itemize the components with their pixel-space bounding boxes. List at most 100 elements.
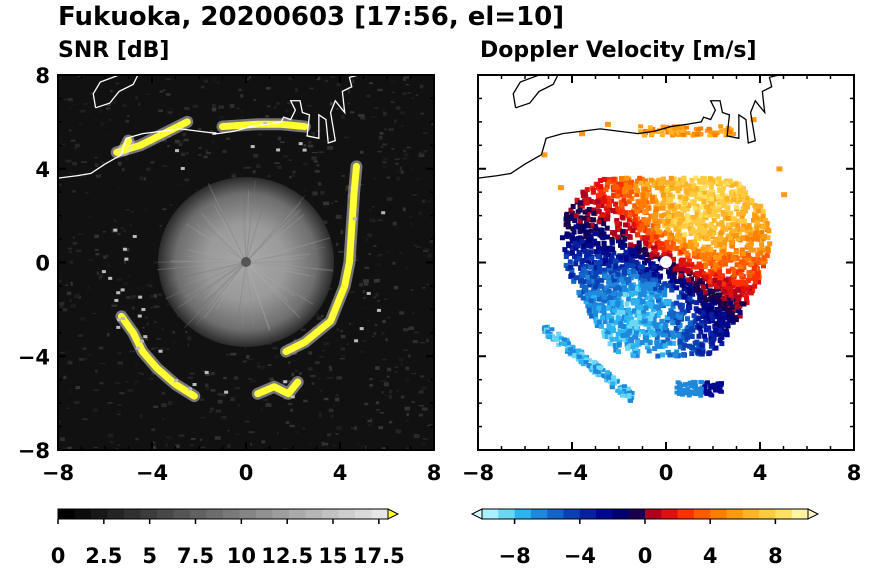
doppler-cell	[728, 190, 734, 196]
doppler-cell	[747, 272, 753, 278]
doppler-cell	[670, 310, 676, 316]
doppler-cell	[714, 239, 720, 245]
snr-noise-speck	[114, 382, 121, 384]
snr-noise-speck	[167, 401, 173, 405]
snr-noise-speck	[69, 251, 72, 254]
snr-noise-speck	[323, 397, 329, 401]
snr-noise-speck	[229, 173, 235, 176]
snr-noise-speck	[98, 173, 103, 177]
snr-noise-speck	[82, 347, 87, 351]
doppler-cell	[754, 236, 760, 242]
doppler-cell	[609, 336, 615, 342]
doppler-cell	[585, 296, 591, 302]
doppler-cell	[648, 261, 654, 267]
doppler-cell	[600, 199, 606, 205]
doppler-cell	[741, 218, 747, 224]
doppler-cell	[735, 279, 741, 285]
snr-noise-speck	[427, 253, 432, 258]
snr-noise-speck	[376, 410, 380, 414]
doppler-cell	[637, 297, 643, 303]
x-tick-label: −4	[136, 461, 168, 485]
snr-noise-speck	[429, 239, 434, 244]
snr-noise-speck	[153, 321, 157, 324]
doppler-cell	[648, 289, 654, 295]
doppler-cell	[673, 325, 679, 331]
doppler-cell	[700, 320, 706, 326]
doppler-cell	[659, 213, 665, 219]
snr-noise-speck	[67, 247, 73, 250]
snr-noise-speck	[363, 279, 369, 284]
doppler-cell	[570, 349, 576, 354]
doppler-cell	[584, 274, 590, 280]
doppler-cell	[705, 306, 711, 312]
doppler-cell	[589, 313, 595, 319]
doppler-cell	[680, 132, 686, 137]
snr-noise-speck	[423, 250, 428, 252]
snr-noise-speck	[344, 178, 348, 180]
doppler-cell	[702, 210, 708, 216]
snr-noise-speck	[248, 431, 255, 434]
snr-noise-speck	[162, 440, 167, 443]
snr-ring-speck	[116, 291, 121, 295]
snr-noise-speck	[371, 206, 376, 208]
doppler-cell	[678, 245, 684, 251]
doppler-cell	[603, 205, 609, 211]
doppler-cell	[670, 340, 676, 346]
doppler-cell	[670, 193, 676, 199]
doppler-cell	[651, 227, 657, 233]
doppler-cell	[614, 206, 620, 212]
snr-noise-speck	[81, 161, 87, 163]
colorbar-swatch	[272, 509, 290, 519]
doppler-cell	[722, 215, 728, 221]
doppler-cell	[708, 212, 714, 218]
snr-noise-speck	[257, 361, 261, 366]
snr-streak	[245, 261, 334, 271]
snr-noise-speck	[411, 97, 415, 100]
doppler-cell	[721, 295, 727, 301]
snr-noise-speck	[397, 429, 402, 432]
snr-noise-speck	[112, 100, 117, 104]
snr-ring-speck	[158, 349, 163, 353]
doppler-cell	[696, 248, 702, 254]
snr-noise-speck	[274, 354, 280, 359]
doppler-cell	[595, 370, 601, 375]
snr-noise-speck	[120, 227, 124, 230]
snr-noise-speck	[360, 117, 366, 120]
snr-noise-speck	[376, 255, 381, 257]
doppler-cell	[714, 310, 720, 316]
snr-noise-speck	[299, 372, 302, 375]
doppler-cell	[658, 302, 664, 308]
snr-ring-speck	[135, 346, 140, 350]
snr-noise-speck	[386, 316, 391, 319]
snr-noise-speck	[359, 150, 364, 154]
doppler-cell	[579, 275, 585, 281]
snr-noise-speck	[329, 367, 333, 372]
snr-noise-speck	[381, 358, 388, 361]
doppler-cell	[706, 126, 712, 131]
snr-noise-speck	[95, 253, 100, 256]
snr-noise-speck	[354, 426, 358, 431]
doppler-cell	[629, 390, 635, 395]
y-tick-label: −4	[18, 345, 50, 369]
doppler-cell	[764, 221, 770, 227]
doppler-cell	[562, 247, 568, 253]
snr-noise-speck	[386, 375, 390, 378]
doppler-cell	[650, 231, 656, 237]
snr-noise-speck	[246, 78, 249, 81]
snr-noise-speck	[402, 92, 407, 96]
doppler-cell	[623, 192, 629, 198]
doppler-cell	[742, 279, 748, 285]
doppler-cell	[657, 229, 663, 235]
snr-noise-speck	[323, 442, 329, 446]
doppler-cell	[632, 253, 638, 259]
snr-noise-speck	[400, 363, 404, 366]
doppler-cell	[696, 391, 702, 396]
doppler-cell	[686, 183, 692, 189]
doppler-cell	[646, 326, 652, 332]
doppler-cell	[694, 193, 700, 199]
doppler-cell	[628, 272, 634, 278]
doppler-cell	[662, 241, 668, 247]
snr-noise-speck	[318, 356, 324, 358]
snr-noise-speck	[168, 107, 174, 111]
doppler-cell	[722, 241, 728, 247]
